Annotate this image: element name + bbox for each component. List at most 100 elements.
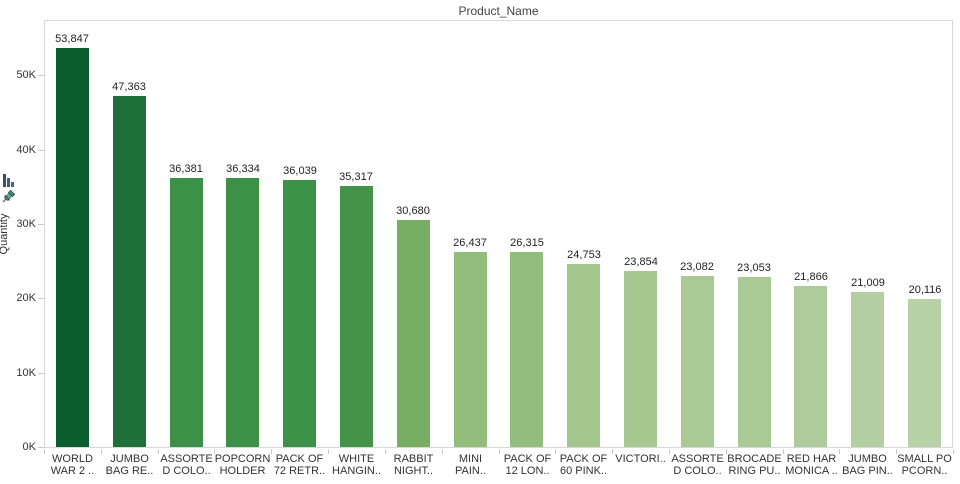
category-label[interactable]: RABBIT NIGHT.. (385, 453, 442, 477)
bar-value-label: 53,847 (55, 33, 89, 45)
category-label[interactable]: PACK OF 12 LON.. (499, 453, 556, 477)
category-label-line: 12 LON.. (505, 465, 550, 477)
category-label-line: JUMBO (848, 453, 887, 465)
y-axis-tick (38, 150, 44, 151)
bar-value-label: 26,315 (510, 237, 544, 249)
category-label[interactable]: BROCADE RING PU.. (726, 453, 783, 477)
category-label[interactable]: PACK OF 72 RETR.. (271, 453, 328, 477)
category-label-line: RED HAR (786, 453, 837, 465)
bar-value-label: 36,381 (169, 163, 203, 175)
category-label-line: WHITE (338, 453, 375, 465)
category-label[interactable]: POPCORN HOLDER (214, 453, 271, 477)
category-axis-tick (158, 449, 159, 454)
category-label[interactable]: MINI PAIN.. (442, 453, 499, 477)
bar-value-label: 21,866 (794, 271, 828, 283)
category-axis-tick (669, 449, 670, 454)
sort-descending-icon[interactable] (3, 174, 14, 187)
y-axis-title[interactable]: Quantity (0, 213, 10, 255)
y-axis-tick (38, 447, 44, 448)
y-tick-label: 50K (16, 69, 36, 81)
category-label-line: PACK OF (275, 453, 324, 465)
category-label-line: 60 PINK.. (559, 465, 608, 477)
bar[interactable] (738, 277, 771, 447)
category-label-line: MINI (458, 453, 483, 465)
category-label-line: PACK OF (503, 453, 552, 465)
bar-value-label: 20,116 (908, 284, 942, 296)
bar-value-label: 35,317 (339, 171, 373, 183)
category-axis-tick (896, 449, 897, 454)
y-tick-label: 0K (22, 441, 36, 453)
bar[interactable] (283, 180, 316, 447)
category-label-line: VICTORI.. (615, 453, 666, 465)
category-label-line: WAR 2 .. (50, 465, 95, 477)
chart-title[interactable]: Product_Name (458, 4, 539, 18)
pin-icon[interactable] (0, 189, 16, 205)
category-axis-tick (271, 449, 272, 454)
category-axis-tick (499, 449, 500, 454)
category-axis-tick (839, 449, 840, 454)
category-label-line: D COLO.. (162, 465, 211, 477)
category-axis-tick (555, 449, 556, 454)
y-tick-label: 20K (16, 292, 36, 304)
category-label[interactable]: VICTORI.. (612, 453, 669, 465)
bar[interactable] (567, 264, 600, 447)
bar[interactable] (454, 252, 487, 447)
category-axis-tick (726, 449, 727, 454)
category-label[interactable]: ASSORTE D COLO.. (669, 453, 726, 477)
category-label-line: RABBIT (393, 453, 434, 465)
bar[interactable] (510, 252, 543, 447)
category-label-line: PACK OF (559, 453, 608, 465)
category-label-line: MONICA .. (785, 465, 838, 477)
y-axis-tick (38, 224, 44, 225)
bar[interactable] (397, 220, 430, 447)
bar-value-label: 23,082 (680, 261, 714, 273)
bar-value-label: 36,334 (226, 163, 260, 175)
category-axis-tick (442, 449, 443, 454)
bar-value-label: 21,009 (851, 277, 885, 289)
bar[interactable] (340, 186, 373, 447)
category-axis-tick (612, 449, 613, 454)
bar[interactable] (226, 178, 259, 447)
category-axis-tick (101, 449, 102, 454)
category-label[interactable]: RED HAR MONICA .. (783, 453, 840, 477)
category-label-line: PAIN.. (455, 465, 486, 477)
category-axis-tick (44, 449, 45, 454)
category-label[interactable]: PACK OF 60 PINK.. (555, 453, 612, 477)
bar-value-label: 36,039 (283, 165, 317, 177)
bar[interactable] (170, 178, 203, 447)
category-label[interactable]: JUMBO BAG RE.. (101, 453, 158, 477)
category-label-line: SMALL PO (897, 453, 952, 465)
bar[interactable] (681, 276, 714, 447)
category-label[interactable]: WHITE HANGIN.. (328, 453, 385, 477)
category-label-line: HANGIN.. (332, 465, 381, 477)
category-label-line: JUMBO (110, 453, 149, 465)
bar[interactable] (113, 96, 146, 447)
category-axis-tick (783, 449, 784, 454)
bar-value-label: 24,753 (567, 249, 601, 261)
category-label-line: ASSORTE (160, 453, 213, 465)
category-axis-tick (328, 449, 329, 454)
bar[interactable] (56, 48, 89, 447)
bar[interactable] (624, 271, 657, 447)
category-label-line: BAG PIN.. (842, 465, 893, 477)
bar-value-label: 30,680 (396, 205, 430, 217)
category-label-line: PCORN.. (901, 465, 948, 477)
category-label[interactable]: JUMBO BAG PIN.. (839, 453, 896, 477)
y-axis-tick (38, 373, 44, 374)
category-label[interactable]: WORLD WAR 2 .. (44, 453, 101, 477)
category-label[interactable]: SMALL PO PCORN.. (896, 453, 953, 477)
category-label-line: WORLD (52, 453, 93, 465)
category-label-line: RING PU.. (728, 465, 781, 477)
category-label-line: HOLDER (219, 465, 266, 477)
bar[interactable] (908, 299, 941, 447)
category-label[interactable]: ASSORTE D COLO.. (158, 453, 215, 477)
y-tick-label: 10K (16, 367, 36, 379)
bar-value-label: 23,053 (737, 262, 771, 274)
y-tick-label: 30K (16, 218, 36, 230)
category-label-line: BAG RE.. (105, 465, 154, 477)
category-label-line: D COLO.. (673, 465, 722, 477)
bar[interactable] (851, 292, 884, 447)
category-label-line: NIGHT.. (393, 465, 434, 477)
bar[interactable] (794, 286, 827, 447)
